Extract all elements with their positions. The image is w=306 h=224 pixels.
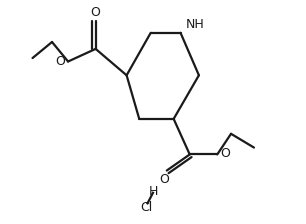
Text: O: O xyxy=(55,55,65,68)
Text: O: O xyxy=(159,173,170,186)
Text: Cl: Cl xyxy=(140,201,152,214)
Text: O: O xyxy=(220,147,230,160)
Text: H: H xyxy=(148,185,158,198)
Text: NH: NH xyxy=(185,17,204,30)
Text: O: O xyxy=(91,6,101,19)
